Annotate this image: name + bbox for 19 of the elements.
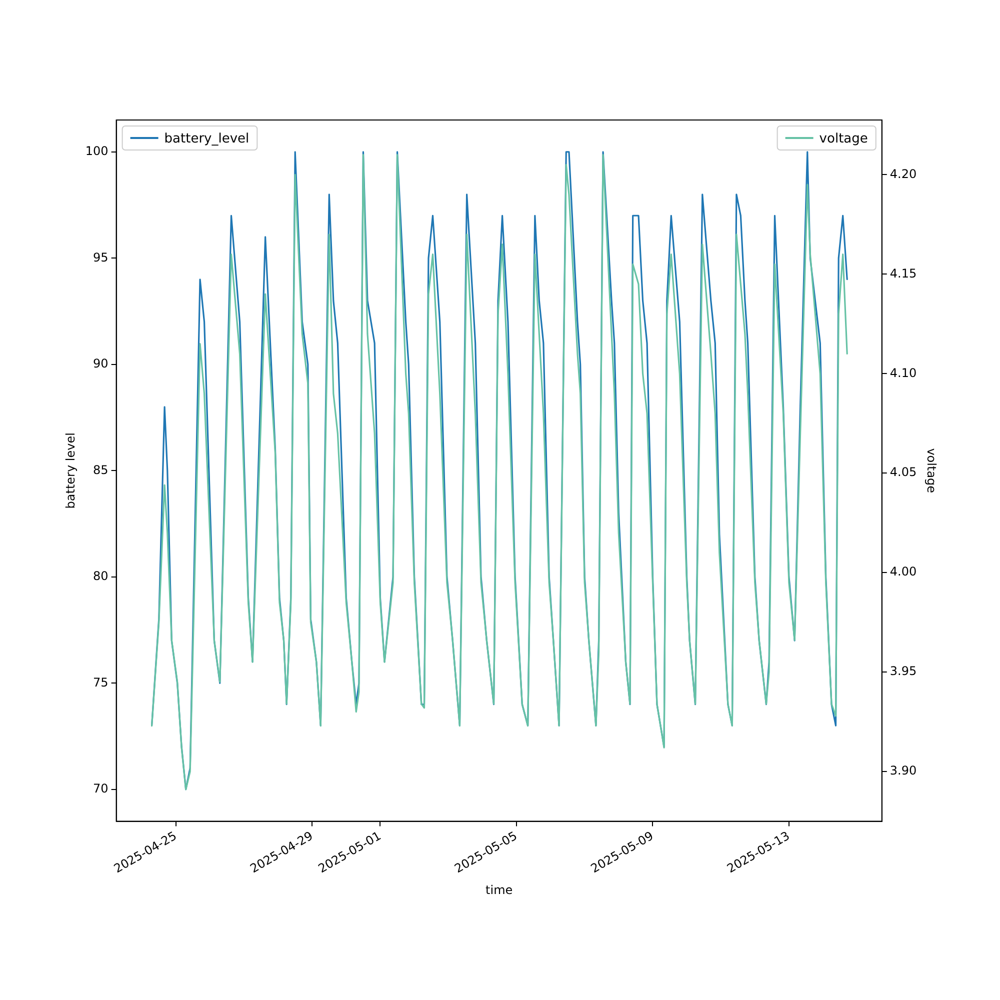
y2-tick-label: 3.90 xyxy=(890,764,917,778)
y-axis-title: battery level xyxy=(63,432,78,509)
y2-tick-label: 4.10 xyxy=(890,366,917,380)
y-tick-label: 80 xyxy=(93,569,108,584)
legend-label: voltage xyxy=(819,131,868,146)
y2-tick-label: 4.15 xyxy=(890,266,917,280)
x-axis-title: time xyxy=(486,882,513,897)
y-tick-label: 90 xyxy=(93,356,108,371)
y2-tick-label: 4.20 xyxy=(890,166,917,181)
y-tick-label: 95 xyxy=(93,250,108,264)
legend-label: battery_level xyxy=(164,131,250,146)
y-tick-label: 70 xyxy=(93,782,108,796)
y2-tick-label: 4.00 xyxy=(890,564,917,579)
y2-axis-title: voltage xyxy=(924,448,939,494)
y2-tick-label: 3.95 xyxy=(890,664,917,678)
y-tick-label: 100 xyxy=(85,144,108,158)
y-tick-label: 75 xyxy=(93,675,108,690)
y2-tick-label: 4.05 xyxy=(890,465,917,480)
y-tick-label: 85 xyxy=(93,462,108,477)
